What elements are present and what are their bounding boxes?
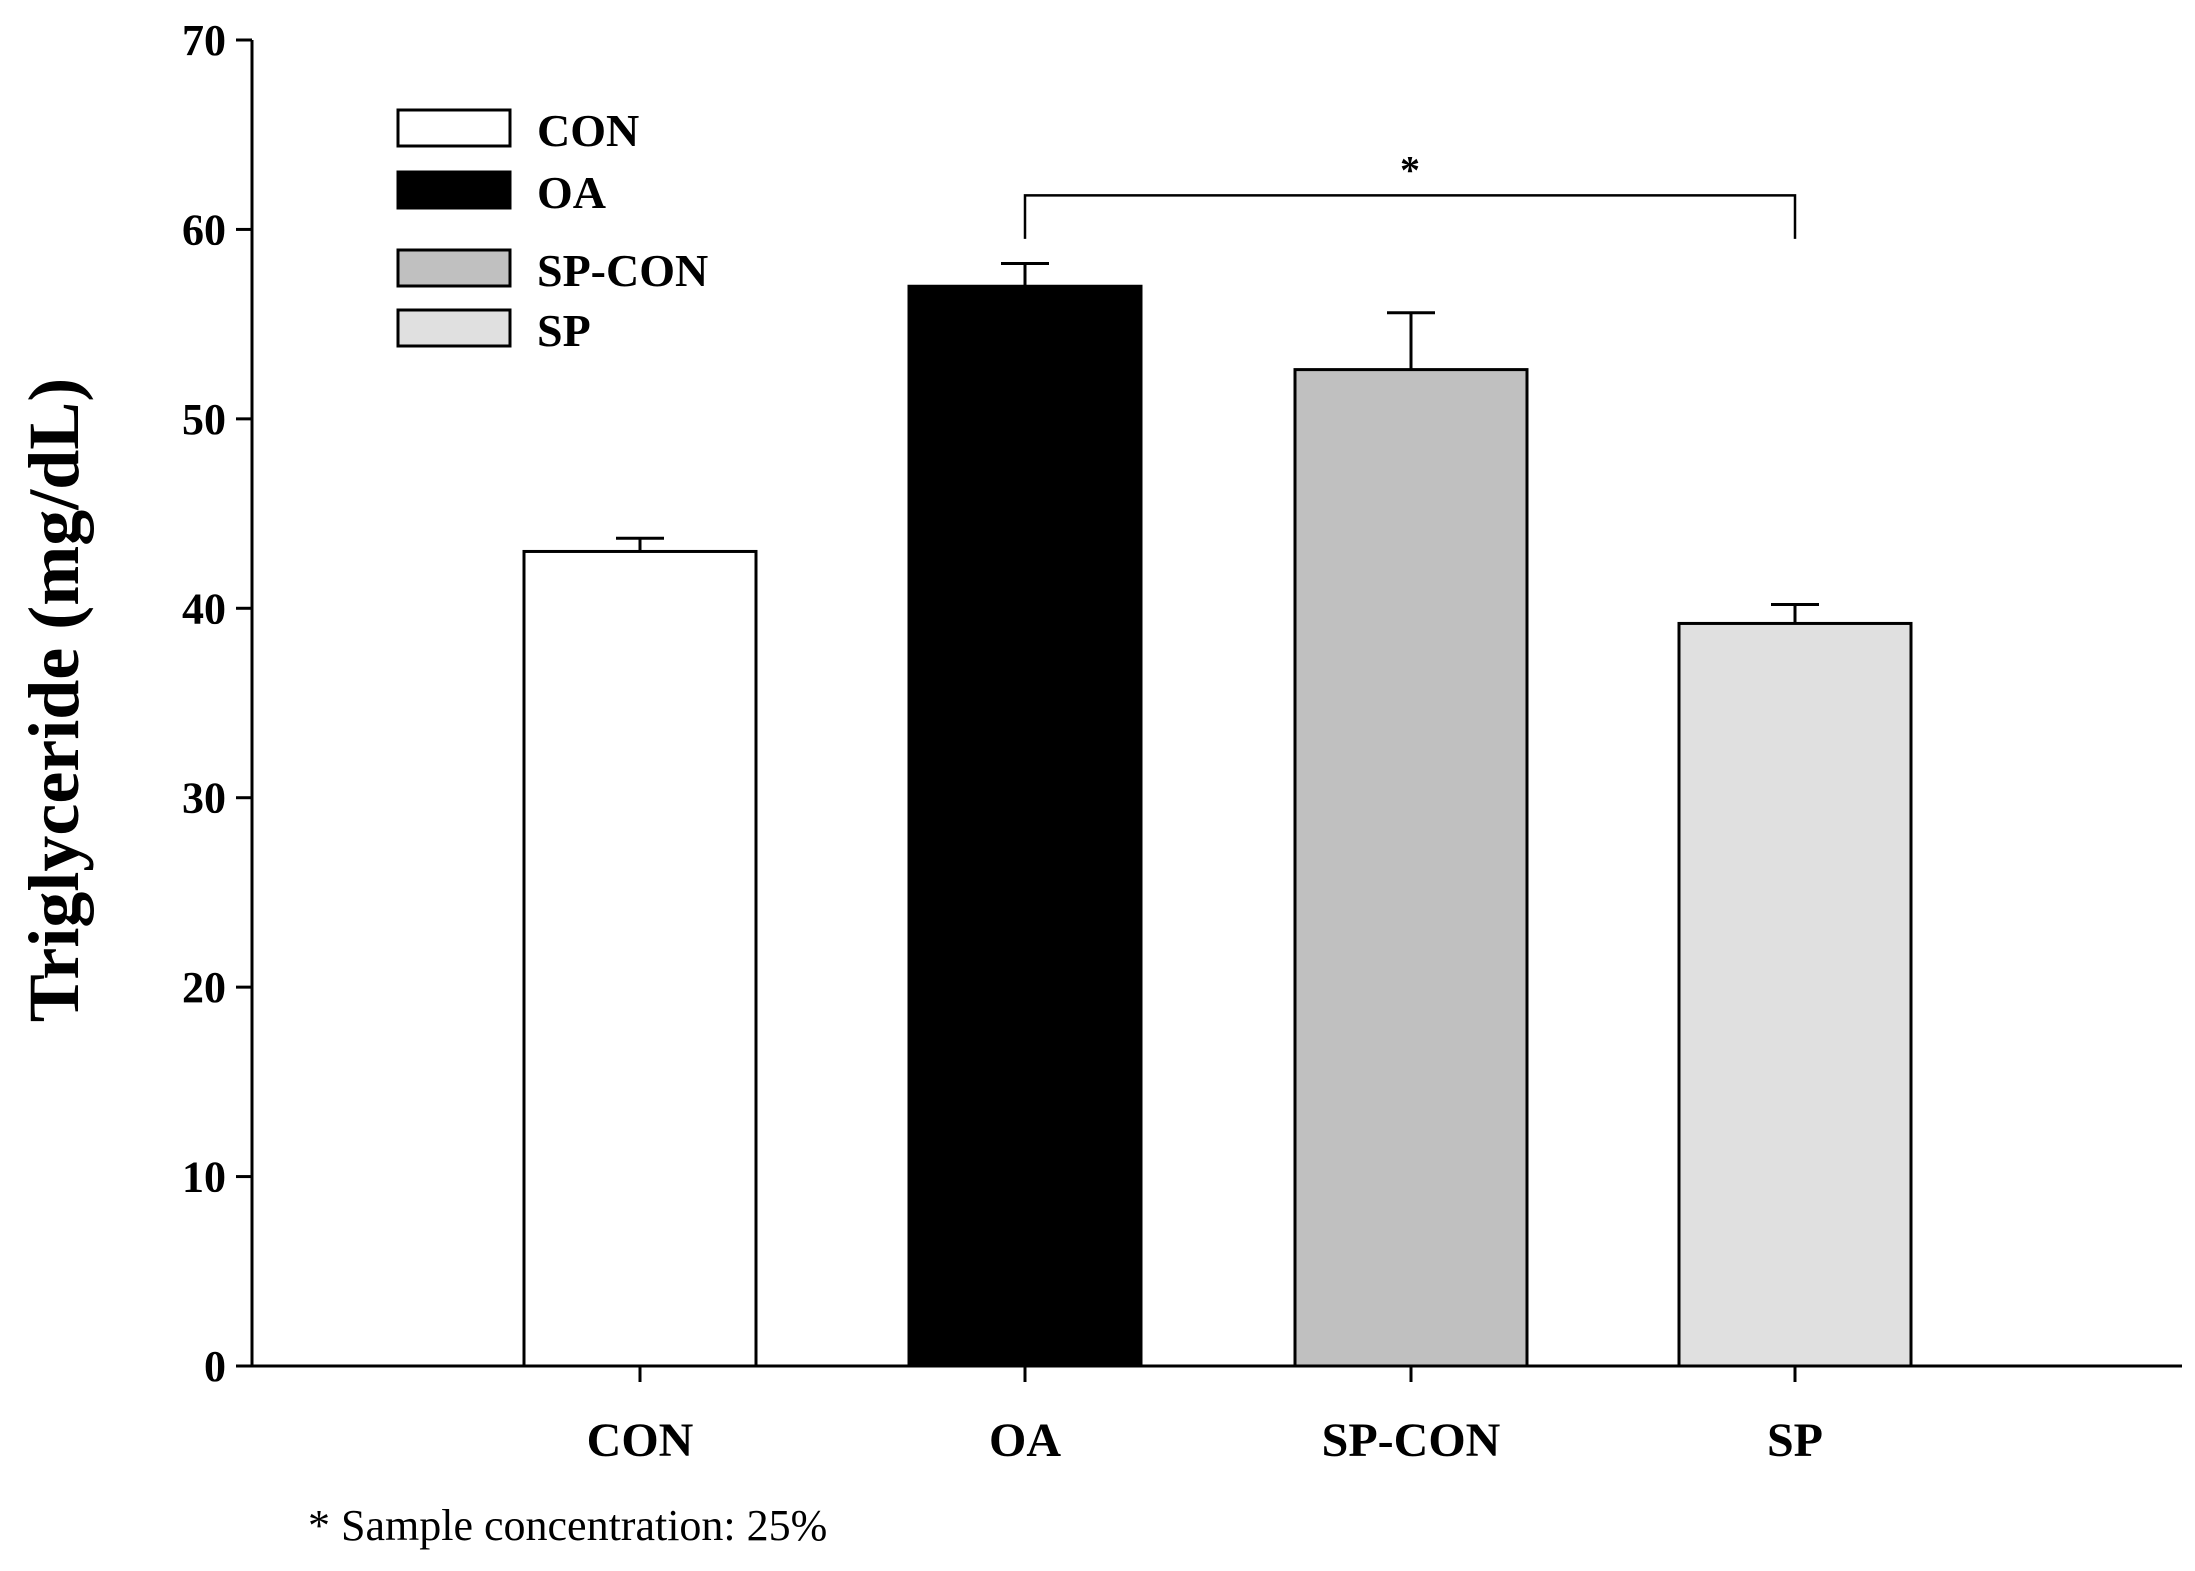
- y-tick-label: 60: [182, 205, 226, 254]
- bar-sp: [1677, 621, 1913, 1368]
- y-tick-label: 30: [182, 774, 226, 823]
- x-tick-label: OA: [989, 1414, 1061, 1467]
- legend-label: CON: [537, 105, 639, 156]
- legend-swatch-con: [396, 108, 512, 148]
- footnote: * Sample concentration: 25%: [308, 1501, 827, 1550]
- x-tick-label: CON: [587, 1414, 694, 1467]
- bar-sp-con: [1293, 368, 1529, 1368]
- error-bars: [616, 262, 1819, 624]
- significance-bracket: *: [1023, 147, 1797, 239]
- legend-label: SP-CON: [537, 245, 708, 296]
- bar-oa: [907, 284, 1143, 1368]
- legend-label: OA: [537, 167, 606, 218]
- x-tick-label: SP-CON: [1322, 1414, 1501, 1467]
- legend-label: SP: [537, 305, 591, 356]
- y-tick-label: 40: [182, 584, 226, 633]
- y-tick-label: 50: [182, 395, 226, 444]
- y-tick-label: 20: [182, 963, 226, 1012]
- significance-bracket-line: [1023, 194, 1797, 239]
- x-tick-label: SP: [1767, 1414, 1823, 1467]
- legend-swatch-oa: [396, 170, 512, 210]
- legend-swatch-sp: [396, 308, 512, 348]
- legend-swatch-sp-con: [396, 248, 512, 288]
- y-ticks: 0 10 20 30 40 50 60 70: [182, 16, 252, 1391]
- y-tick-label: 70: [182, 16, 226, 65]
- legend: CON OA SP-CON SP: [396, 105, 708, 356]
- significance-star: *: [1400, 147, 1420, 192]
- y-tick-label: 10: [182, 1153, 226, 1202]
- y-tick-label: 0: [204, 1342, 226, 1391]
- bar-con: [522, 549, 758, 1368]
- y-axis-label: Triglyceride (mg/dL): [14, 378, 94, 1023]
- bars: [522, 284, 1913, 1368]
- x-ticks: CON OA SP-CON SP: [587, 1366, 1823, 1467]
